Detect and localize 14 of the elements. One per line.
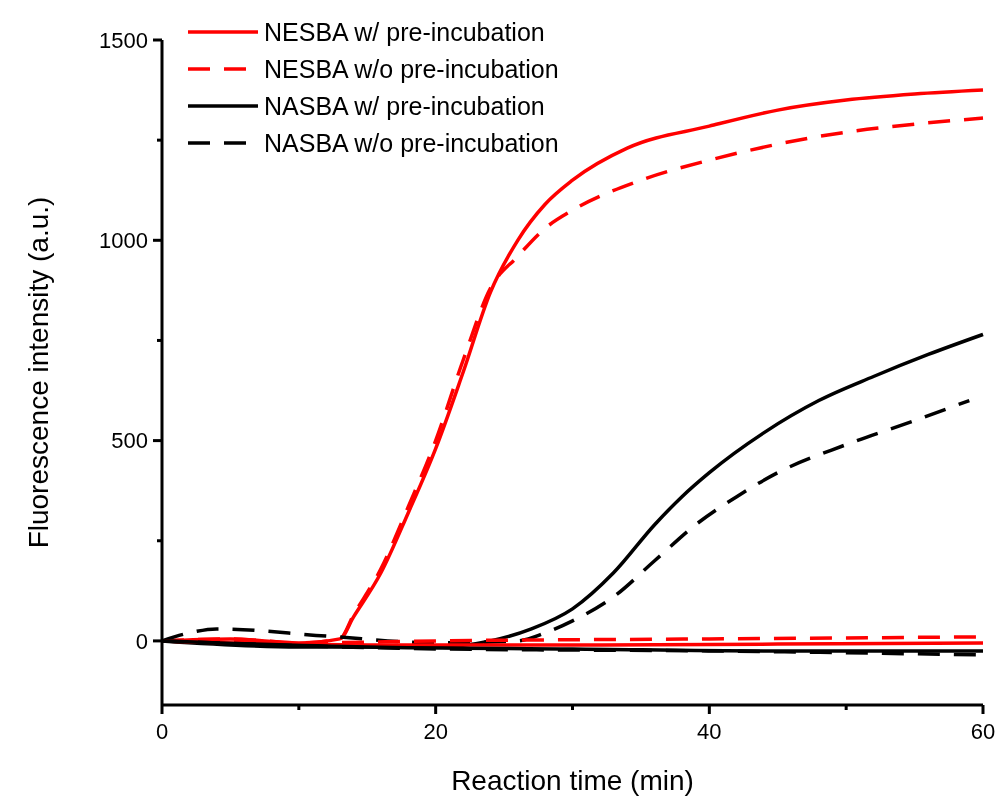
y-axis-title: Fluorescence intensity (a.u.) (23, 196, 54, 549)
y-tick-label: 0 (135, 628, 148, 654)
legend-label: NESBA w/ pre-incubation (264, 17, 545, 46)
legend-label: NESBA w/o pre-incubation (264, 54, 559, 83)
y-tick-label: 1000 (99, 228, 148, 253)
x-tick-label: 0 (155, 719, 169, 744)
y-tick-label: 500 (111, 428, 148, 454)
legend-label: NASBA w/ pre-incubation (264, 91, 545, 120)
legend-label: NASBA w/o pre-incubation (264, 128, 559, 157)
x-axis-title: Reaction time (min) (451, 765, 694, 796)
y-tick-label: 1500 (99, 27, 148, 53)
x-tick-label: 40 (697, 719, 722, 744)
x-tick-label: 60 (970, 719, 996, 744)
x-tick-label: 20 (423, 719, 448, 744)
